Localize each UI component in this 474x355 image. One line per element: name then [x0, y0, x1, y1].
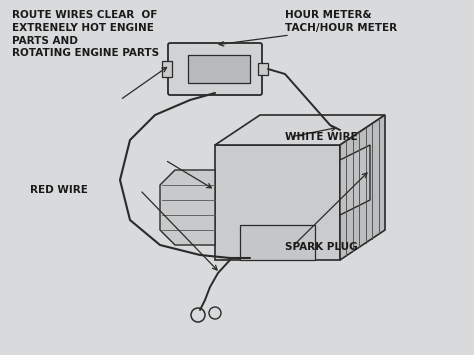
FancyBboxPatch shape [168, 43, 262, 95]
Text: WHITE WIRE: WHITE WIRE [285, 132, 357, 142]
Polygon shape [215, 115, 385, 145]
Polygon shape [340, 115, 385, 260]
Text: RED WIRE: RED WIRE [30, 185, 88, 195]
Bar [258, 63, 268, 75]
Bar [240, 225, 315, 260]
Bar [188, 55, 250, 83]
Polygon shape [160, 170, 215, 245]
Text: ROUTE WIRES CLEAR  OF
EXTRENELY HOT ENGINE
PARTS AND
ROTATING ENGINE PARTS: ROUTE WIRES CLEAR OF EXTRENELY HOT ENGIN… [12, 10, 159, 59]
Bar [162, 61, 172, 77]
Polygon shape [215, 145, 340, 260]
Polygon shape [340, 145, 370, 215]
Text: HOUR METER&
TACH/HOUR METER: HOUR METER& TACH/HOUR METER [285, 10, 397, 33]
Text: SPARK PLUG: SPARK PLUG [285, 242, 357, 252]
